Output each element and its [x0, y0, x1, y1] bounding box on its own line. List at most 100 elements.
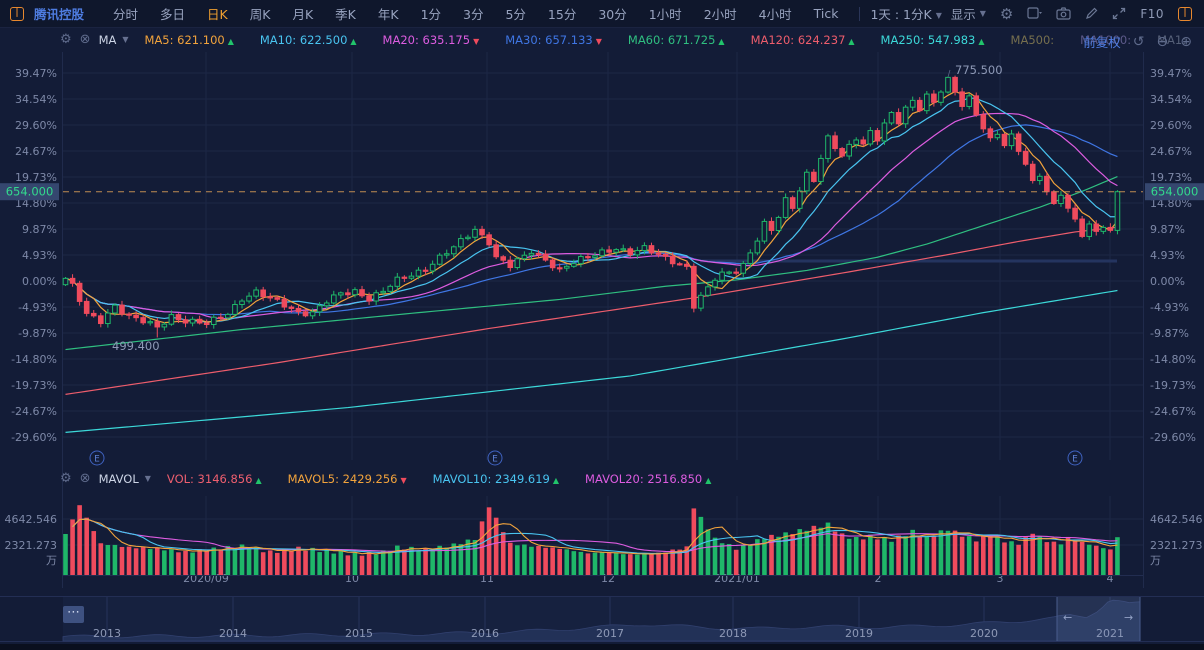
vol-item-mavol20[interactable]: MAVOL20: 2516.850 ▲ [585, 472, 711, 486]
menu-item-1小时[interactable]: 1小时 [648, 7, 682, 22]
svg-text:-14.80%: -14.80% [11, 353, 57, 366]
ma-item-ma20[interactable]: MA20: 635.175 ▼ [383, 33, 480, 47]
up-arrow-icon: ▲ [350, 36, 357, 46]
up-arrow-icon: ▲ [255, 475, 262, 485]
svg-text:3: 3 [997, 572, 1004, 585]
svg-text:E: E [1072, 455, 1078, 465]
vol-close-icon[interactable]: ⊗ [79, 471, 91, 486]
display-dropdown[interactable]: 显示 ▼ [950, 7, 986, 22]
chart-style-icon[interactable] [1027, 7, 1043, 20]
window-logo-icon[interactable]: | [10, 6, 24, 21]
vol-item-value: MAVOL5: 2429.256 [287, 471, 398, 486]
toolbar-divider [859, 6, 861, 21]
menu-item-2小时[interactable]: 2小时 [703, 7, 737, 22]
ma-item-ma250[interactable]: MA250: 547.983 ▲ [881, 33, 985, 47]
selection-left-handle: ← [1063, 611, 1072, 624]
svg-text:2321.273: 2321.273 [1150, 539, 1203, 552]
menu-item-Tick[interactable]: Tick [813, 6, 839, 21]
svg-text:34.54%: 34.54% [1150, 93, 1192, 106]
ma-item-ma30[interactable]: MA30: 657.133 ▼ [505, 33, 602, 47]
menu-item-1分[interactable]: 1分 [420, 7, 442, 22]
up-arrow-icon: ▲ [848, 36, 855, 46]
low-price-label: 499.400 [112, 339, 160, 353]
svg-text:-9.87%: -9.87% [18, 327, 57, 340]
ma-item-ma60[interactable]: MA60: 671.725 ▲ [628, 33, 725, 47]
menu-item-日K[interactable]: 日K [207, 7, 228, 22]
zoom-in-icon[interactable]: ⊕ [1180, 33, 1192, 50]
period-selector[interactable]: 1天 : 1分K ▼ [870, 7, 942, 22]
svg-text:4: 4 [1107, 572, 1114, 585]
menu-item-30分[interactable]: 30分 [598, 7, 627, 22]
menu-item-4小时[interactable]: 4小时 [758, 7, 792, 22]
menu-item-多日[interactable]: 多日 [160, 7, 186, 22]
ma-indicator-title[interactable]: MA [98, 32, 117, 47]
svg-text:-29.60%: -29.60% [11, 431, 57, 444]
svg-text:24.67%: 24.67% [1150, 145, 1192, 158]
reset-zoom-icon[interactable]: ↺ [1132, 33, 1145, 50]
ma-row-right-group: 前复权 ↺ ⊖ ⊕ [1083, 32, 1192, 51]
svg-text:-4.93%: -4.93% [18, 301, 57, 314]
current-price-tag [1145, 183, 1204, 201]
menu-item-分时[interactable]: 分时 [113, 7, 139, 22]
svg-text:-4.93%: -4.93% [1150, 301, 1189, 314]
adjust-mode-button[interactable]: 前复权 [1083, 35, 1121, 50]
settings-gear-icon[interactable]: ⚙ [999, 4, 1014, 23]
menu-item-5分[interactable]: 5分 [505, 7, 526, 22]
svg-text:9.87%: 9.87% [1150, 223, 1185, 236]
vol-indicator-title[interactable]: MAVOL [98, 471, 139, 486]
svg-text:4642.546: 4642.546 [5, 513, 58, 526]
navigator-more-button[interactable]: ⋯ [63, 606, 84, 623]
stock-name[interactable]: 腾讯控股 [34, 7, 85, 22]
ma-item-value: MA60: 671.725 [627, 32, 716, 47]
zoom-out-icon[interactable]: ⊖ [1156, 33, 1169, 50]
navigator-selection[interactable] [1057, 597, 1140, 641]
menu-item-3分[interactable]: 3分 [463, 7, 484, 22]
vol-settings-gear-icon[interactable]: ⚙ [60, 471, 72, 486]
ma-item-value: MA1: [1157, 32, 1187, 47]
up-arrow-icon: ▲ [227, 36, 234, 46]
ma-item-ma1[interactable]: MA1: [1157, 33, 1186, 47]
svg-text:-14.80%: -14.80% [1150, 353, 1196, 366]
svg-text:2016: 2016 [471, 627, 499, 640]
up-arrow-icon: ▲ [552, 475, 560, 485]
ma-item-ma500[interactable]: MA500: [1011, 33, 1055, 47]
ma-item-ma5[interactable]: MA5: 621.100 ▲ [145, 33, 234, 47]
ma-settings-gear-icon[interactable]: ⚙ [60, 32, 72, 47]
svg-text:19.73%: 19.73% [1150, 171, 1192, 184]
svg-text:E: E [94, 455, 100, 465]
ma-item-ma10[interactable]: MA10: 622.500 ▲ [260, 33, 357, 47]
menu-item-年K[interactable]: 年K [377, 7, 399, 22]
fullscreen-icon[interactable] [1112, 7, 1126, 20]
svg-text:-19.73%: -19.73% [11, 379, 57, 392]
vol-item-value: MAVOL20: 2516.850 [585, 471, 703, 486]
vol-values-group: VOL: 3146.856 ▲ MAVOL5: 2429.256 ▼ MAVOL10: … [167, 472, 738, 486]
chevron-down-icon: ▼ [122, 35, 129, 44]
menu-item-15分[interactable]: 15分 [547, 7, 577, 22]
menu-item-月K[interactable]: 月K [292, 7, 314, 22]
vol-item-mavol5[interactable]: MAVOL5: 2429.256 ▼ [288, 472, 407, 486]
svg-text:4.93%: 4.93% [22, 249, 57, 262]
ma-close-icon[interactable]: ⊗ [79, 32, 91, 47]
vol-item-vol[interactable]: VOL: 3146.856 ▲ [167, 472, 262, 486]
ma-item-ma1000[interactable]: MA1000: [1080, 33, 1131, 47]
menu-item-季K[interactable]: 季K [335, 7, 356, 22]
vol-item-mavol10[interactable]: MAVOL10: 2349.619 ▲ [433, 472, 559, 486]
svg-text:2021: 2021 [1096, 627, 1124, 640]
camera-icon[interactable] [1056, 7, 1071, 20]
ma-indicator-row: ⚙ ⊗ MA ▼ MA5: 621.100 ▲ MA10: 622.500 ▲ MA20… [60, 32, 1204, 47]
svg-text:2019: 2019 [845, 627, 873, 640]
ma-item-value: MA120: 624.237 [750, 32, 846, 47]
chevron-down-icon: ▼ [979, 9, 986, 18]
ma-item-ma120[interactable]: MA120: 624.237 ▲ [751, 33, 855, 47]
panel-toggle-icon[interactable]: | [1178, 6, 1192, 21]
svg-text:39.47%: 39.47% [15, 67, 57, 80]
menu-item-周K[interactable]: 周K [249, 7, 271, 22]
svg-text:2321.273: 2321.273 [5, 539, 58, 552]
svg-text:2: 2 [875, 572, 882, 585]
f10-button[interactable]: F10 [1140, 6, 1164, 21]
ma-item-value: MA500: [1010, 32, 1055, 47]
volume-bars-layer [63, 505, 1120, 575]
pencil-draw-icon[interactable] [1085, 7, 1098, 20]
svg-text:2017: 2017 [596, 627, 624, 640]
